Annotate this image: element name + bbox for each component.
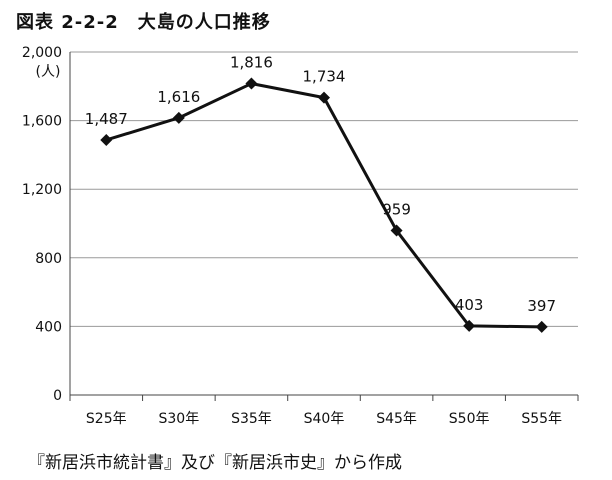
y-tick-label: 400 [35,319,62,335]
y-tick-label: 2,000 [22,45,62,61]
x-tick-label: S40年 [304,411,345,427]
data-label: 403 [455,296,484,314]
y-tick-label: 1,600 [22,114,62,130]
y-tick-label: 800 [35,251,62,267]
data-point-marker [535,320,548,333]
x-tick-labels: S25年 S30年 S35年 S40年 S45年 S50年 S55年 [86,411,562,427]
data-point-marker [245,77,258,90]
data-point-marker [172,111,185,124]
data-label: 959 [382,201,411,219]
data-labels: 1,487 1,616 1,816 1,734 959 403 397 [85,54,556,315]
series-population [100,77,548,333]
x-tick-label: S55年 [521,411,562,427]
data-point-marker [318,91,330,104]
x-tick-label: S45年 [376,411,417,427]
y-tick-label: 1,200 [22,182,62,198]
y-tick-label: 0 [53,388,62,404]
data-label: 1,487 [85,110,128,128]
data-label: 1,816 [230,54,273,72]
data-point-marker [463,319,476,332]
chart-title: 図表 2-2-2 大島の人口推移 [16,12,271,33]
data-label: 1,734 [303,68,346,86]
y-axis-unit-label: (人) [36,64,61,80]
data-point-marker [100,133,113,146]
x-tick-label: S30年 [159,411,200,427]
source-note: 『新居浜市統計書』及び『新居浜市史』から作成 [28,453,402,473]
data-label: 397 [527,297,556,315]
data-point-marker [390,224,403,237]
y-tick-labels: 0 400 800 1,200 1,600 2,000 [22,45,62,404]
x-tick-label: S50年 [449,411,490,427]
x-tick-label: S25年 [86,411,127,427]
series-line [105,82,542,329]
x-tick-label: S35年 [231,411,272,427]
axes [69,52,579,401]
data-label: 1,616 [157,88,200,106]
